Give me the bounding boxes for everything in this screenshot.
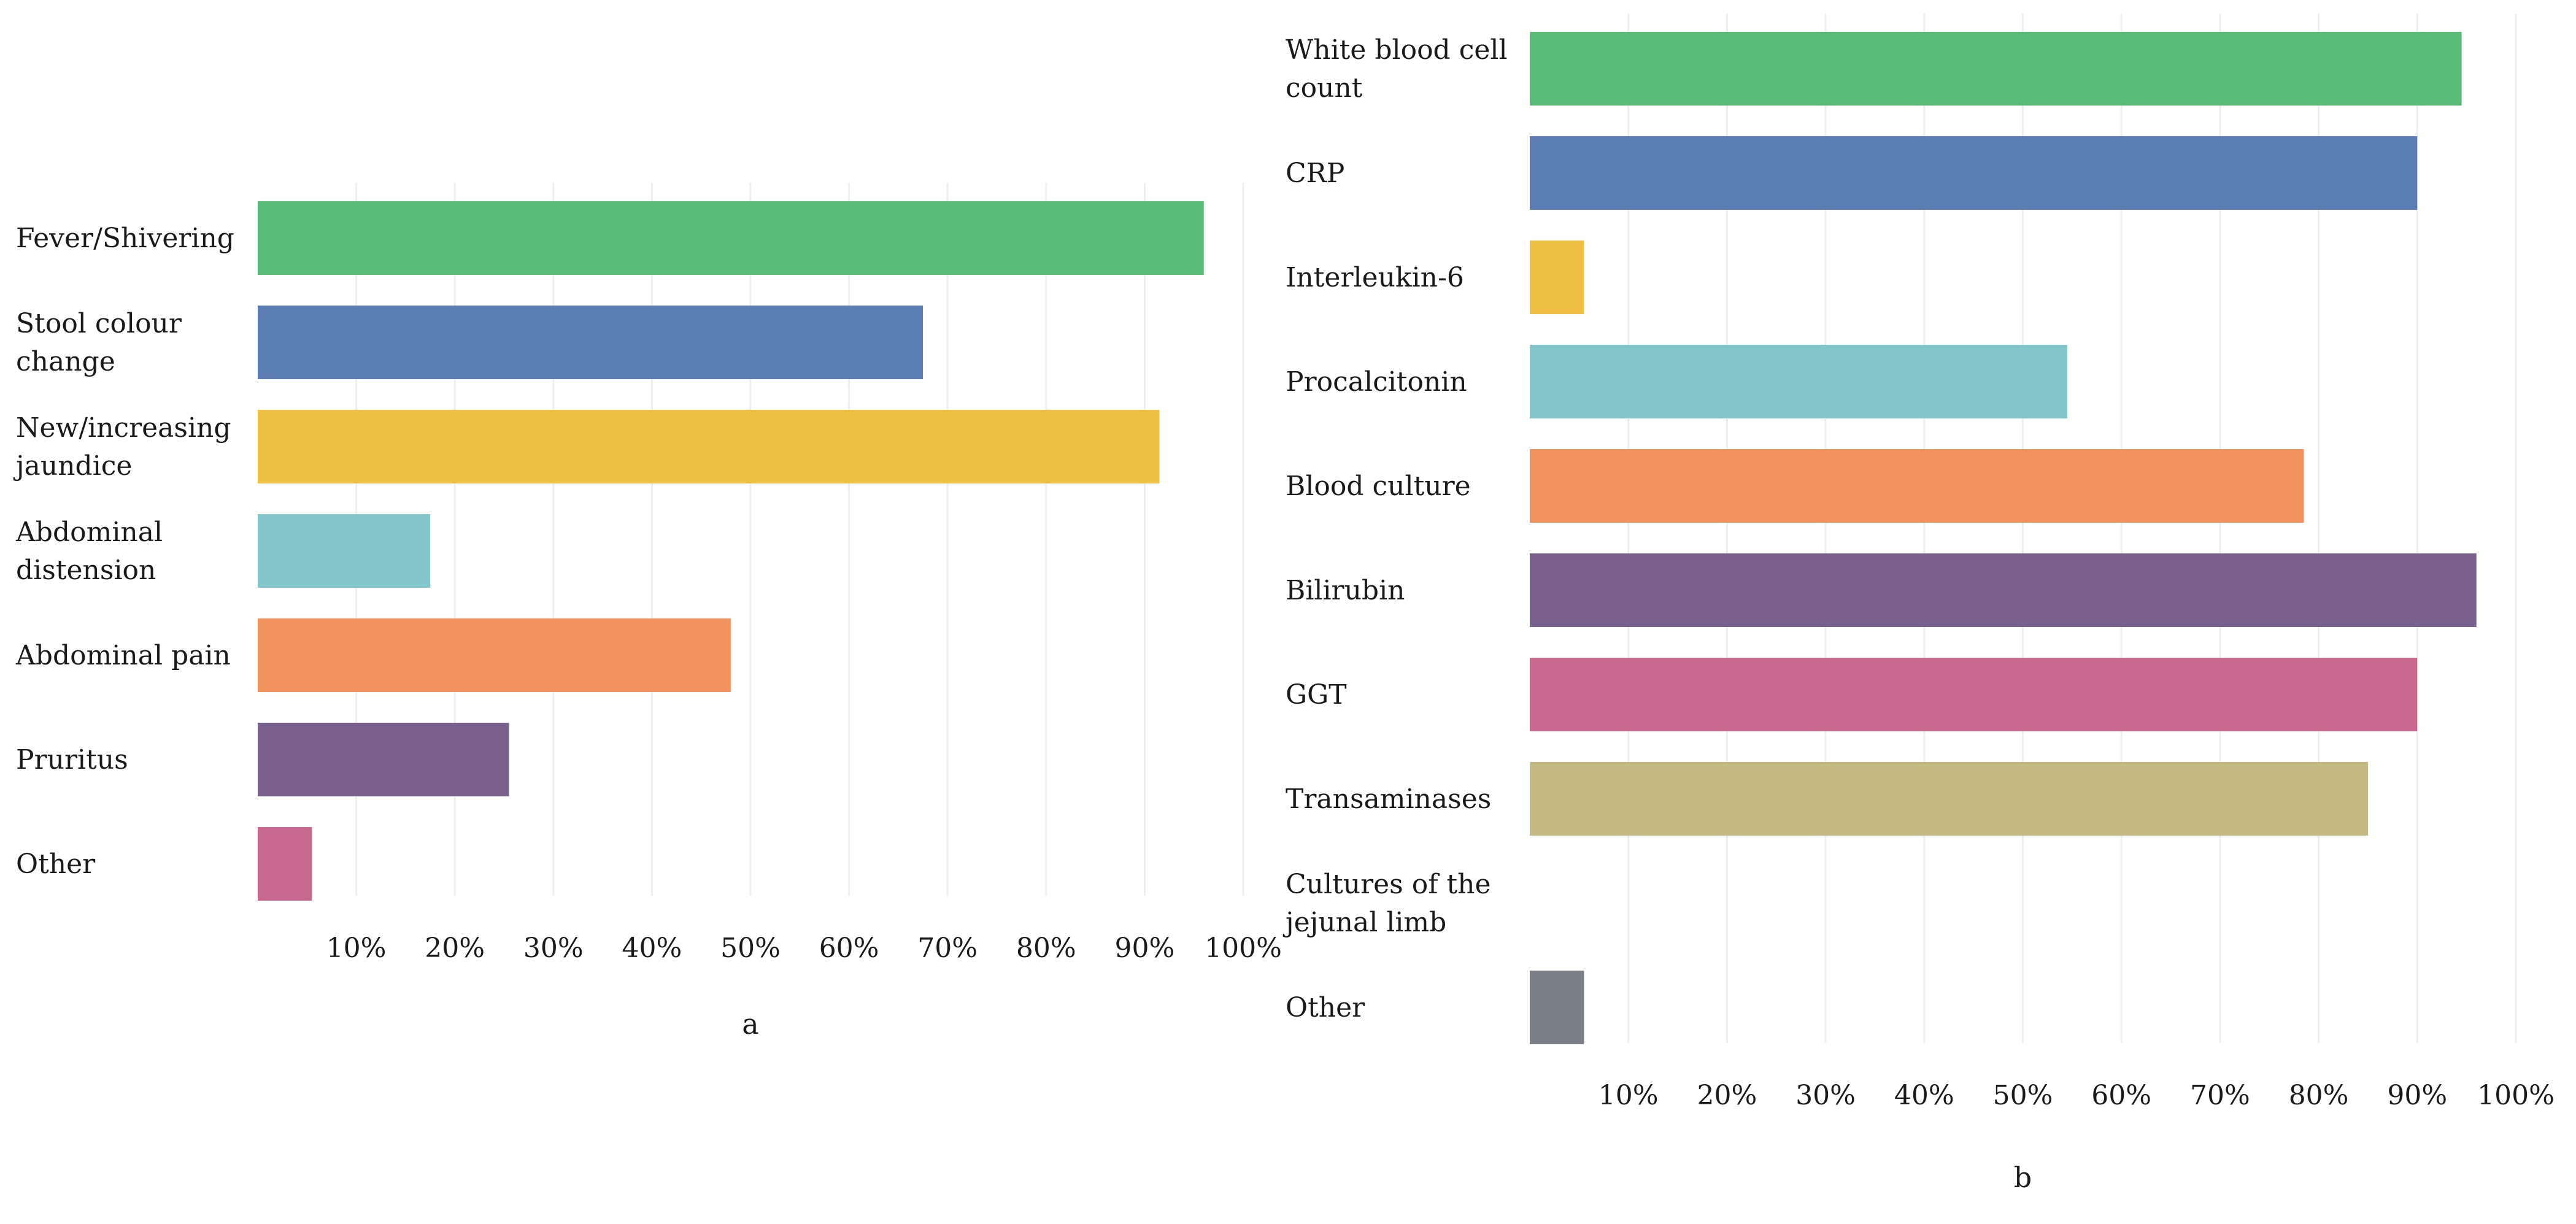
x-tick-label-b-1: 10% [1598,1080,1659,1111]
bar-a-2 [258,306,924,379]
bar-a-4 [258,514,431,588]
category-label-b-5: Blood culture [1286,471,1471,502]
x-tick-label-a-7: 70% [917,933,978,964]
x-tick-label-a-1: 10% [326,933,387,964]
bar-a-3 [258,410,1160,483]
x-tick-label-b-5: 50% [1993,1080,2053,1111]
category-label-a-3: New/increasing jaundice [13,412,231,482]
category-label-b-7: GGT [1286,679,1347,710]
x-tick-label-a-9: 90% [1115,933,1175,964]
x-tick-label-a-10: 100% [1205,933,1282,964]
category-label-b-6: Bilirubin [1286,575,1405,606]
category-label-a-1: Fever/Shivering [16,223,234,254]
category-label-b-8: Transaminases [1286,783,1491,815]
x-tick-label-a-2: 20% [425,933,485,964]
category-label-b-10: Other [1286,992,1365,1023]
chart-panel-b: 10% 20% 30% 40% 50% 60% 70% 80% 90% 100% White blo… [1282,13,2555,1194]
bar-a-7 [258,827,312,901]
bar-b-10 [1530,971,1584,1044]
bar-b-5 [1530,449,2304,523]
category-label-b-1: White blood cell count [1286,34,1508,104]
x-tick-label-a-6: 60% [819,933,879,964]
bar-b-2 [1530,136,2418,210]
x-tick-label-b-7: 70% [2190,1080,2250,1111]
x-tick-label-b-6: 60% [2091,1080,2151,1111]
bar-a-6 [258,723,509,796]
bar-b-7 [1530,658,2418,731]
bar-b-4 [1530,345,2067,418]
category-label-a-7: Other [16,849,96,880]
category-label-b-3: Interleukin-6 [1286,262,1464,293]
x-tick-label-b-10: 100% [2477,1080,2555,1111]
x-tick-label-b-9: 90% [2387,1080,2447,1111]
category-label-a-4: Abdominal distension [15,517,163,586]
category-label-a-5: Abdominal pain [15,640,231,671]
x-tick-label-b-4: 40% [1894,1080,1954,1111]
bar-b-1 [1530,32,2462,106]
x-tick-label-b-2: 20% [1697,1080,1757,1111]
x-tick-label-b-8: 80% [2289,1080,2349,1111]
x-tick-label-a-3: 30% [523,933,584,964]
panel-label-a: a [742,1007,758,1041]
category-label-a-2: Stool colour change [16,308,182,377]
x-tick-label-a-4: 40% [622,933,682,964]
bar-b-8 [1530,762,2368,836]
category-label-b-4: Procalcitonin [1286,366,1467,398]
chart-panel-a: 10% 20% 30% 40% 50% 60% 70% 80% 90% 100% Fever/Shi… [13,183,1282,1041]
bar-a-1 [258,201,1204,275]
bar-b-6 [1530,553,2477,627]
bar-b-3 [1530,241,1584,314]
category-label-b-2: CRP [1286,158,1344,189]
x-tick-label-a-5: 50% [720,933,781,964]
category-label-a-6: Pruritus [16,744,128,776]
x-tick-label-a-8: 80% [1016,933,1076,964]
bar-a-5 [258,618,731,692]
category-label-b-9: Cultures of the jejunal limb [1282,869,1491,938]
x-tick-label-b-3: 30% [1795,1080,1856,1111]
panel-label-b: b [2014,1161,2032,1194]
